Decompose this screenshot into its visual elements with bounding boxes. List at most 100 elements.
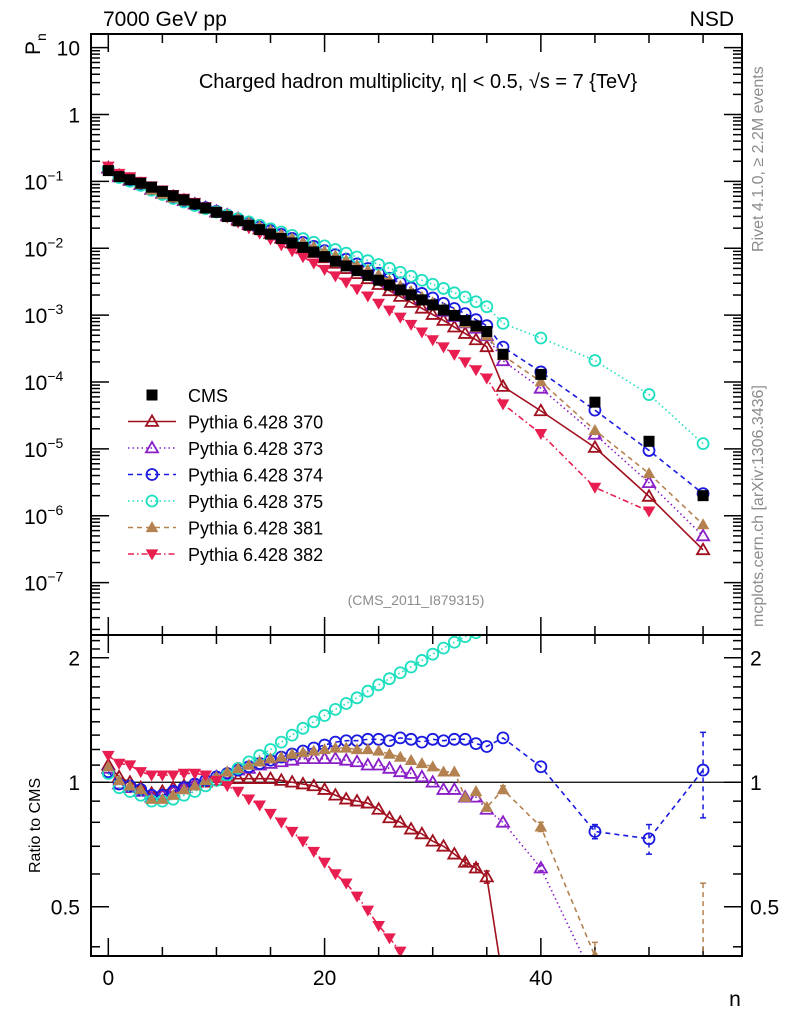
ratio-series-pythia-6.428-382 bbox=[101, 750, 461, 1024]
ratio-data-point bbox=[588, 825, 602, 838]
ratio-data-point bbox=[383, 672, 396, 686]
data-point bbox=[695, 541, 711, 556]
ratio-data-point bbox=[404, 732, 418, 746]
data-point bbox=[458, 357, 472, 369]
ratio-data-point bbox=[349, 754, 365, 768]
data-point bbox=[156, 185, 168, 197]
legend-label: Pythia 6.428 374 bbox=[188, 466, 323, 486]
ratio-data-point bbox=[295, 750, 311, 764]
data-point bbox=[480, 373, 494, 385]
ratio-data-point bbox=[392, 763, 408, 778]
data-point bbox=[697, 490, 709, 502]
ratio-data-point bbox=[497, 975, 509, 985]
legend-entry: CMS bbox=[146, 386, 228, 406]
legend-marker bbox=[145, 549, 159, 561]
ratio-data-point bbox=[392, 814, 408, 828]
ratio-data-point bbox=[156, 792, 169, 804]
data-point bbox=[481, 325, 493, 337]
ratio-data-point bbox=[426, 732, 440, 746]
ratio-data-point bbox=[698, 455, 709, 466]
data-point bbox=[393, 265, 407, 279]
ratio-data-point bbox=[253, 755, 267, 767]
x-tick-label: 40 bbox=[529, 967, 552, 990]
ratio-data-point bbox=[470, 635, 482, 640]
ratio-series-line bbox=[107, 764, 500, 956]
data-point bbox=[496, 316, 510, 330]
data-point bbox=[414, 300, 430, 314]
data-point bbox=[426, 277, 440, 291]
ratio-data-point bbox=[437, 734, 450, 748]
data-point bbox=[178, 194, 190, 206]
ratio-plot-data bbox=[100, 455, 710, 1024]
ratio-data-point bbox=[101, 750, 115, 762]
ratio-data-point bbox=[123, 760, 137, 772]
ratio-data-point bbox=[338, 752, 354, 766]
ratio-series-line bbox=[107, 757, 584, 956]
y-tick-label: 10−2 bbox=[24, 234, 64, 261]
data-point bbox=[210, 206, 222, 218]
ratio-data-point bbox=[273, 772, 289, 786]
ratio-data-point bbox=[145, 770, 158, 782]
ratio-data-point bbox=[145, 792, 158, 804]
series-line bbox=[107, 165, 650, 512]
ratio-data-point bbox=[284, 774, 300, 788]
ratio-data-point bbox=[591, 949, 599, 956]
ratio-data-point bbox=[405, 961, 418, 972]
legend-entry: Pythia 6.428 370 bbox=[128, 413, 323, 433]
ratio-data-point bbox=[393, 946, 407, 956]
legend-marker bbox=[144, 413, 160, 427]
data-point bbox=[254, 224, 266, 236]
data-point bbox=[641, 474, 657, 489]
y-tick-label: 10−1 bbox=[24, 167, 64, 194]
ratio-data-point bbox=[404, 753, 418, 765]
ratio-data-point bbox=[469, 785, 483, 797]
ratio-data-point bbox=[448, 1019, 461, 1024]
mcplots-label: mcplots.cern.ch [arXiv:1306.3436] bbox=[750, 385, 767, 627]
data-point bbox=[589, 396, 601, 408]
data-point bbox=[135, 177, 147, 189]
y-tick-label: 10−5 bbox=[24, 435, 64, 462]
ratio-data-point bbox=[642, 832, 656, 846]
x-tick-label: 0 bbox=[102, 967, 114, 990]
data-point bbox=[425, 306, 441, 320]
ratio-data-point bbox=[316, 781, 333, 795]
ratio-data-point bbox=[496, 783, 510, 795]
data-point bbox=[329, 271, 342, 283]
ratio-data-point bbox=[447, 732, 461, 746]
legend-label: Pythia 6.428 373 bbox=[188, 439, 323, 459]
ratio-data-point bbox=[361, 905, 375, 917]
data-point bbox=[533, 380, 549, 394]
ratio-data-point bbox=[253, 800, 267, 812]
ratio-data-point bbox=[262, 770, 279, 784]
ratio-data-point bbox=[403, 765, 419, 779]
data-point bbox=[479, 338, 495, 353]
ratio-data-point bbox=[329, 741, 342, 753]
ratio-data-point bbox=[372, 920, 385, 932]
data-point bbox=[404, 319, 418, 331]
ratio-data-point bbox=[495, 814, 511, 828]
ratio-data-point bbox=[134, 783, 148, 795]
ratio-series-line bbox=[107, 736, 704, 840]
ratio-data-point bbox=[231, 762, 245, 774]
ratio-data-point bbox=[425, 833, 441, 847]
ratio-data-point bbox=[437, 765, 450, 777]
ratio-data-point bbox=[589, 975, 601, 985]
ratio-data-point bbox=[480, 740, 494, 753]
ratio-data-point bbox=[360, 757, 376, 771]
data-point bbox=[350, 284, 364, 296]
data-point bbox=[447, 286, 461, 300]
data-point bbox=[468, 331, 484, 346]
ratio-data-point bbox=[448, 765, 461, 777]
ratio-data-point bbox=[435, 781, 452, 795]
ratio-data-point bbox=[349, 793, 365, 807]
data-point bbox=[426, 335, 440, 347]
legend-label: CMS bbox=[188, 386, 228, 406]
data-point bbox=[480, 300, 494, 314]
ratio-data-point bbox=[535, 1002, 547, 1012]
ratio-data-point bbox=[338, 791, 354, 805]
ratio-data-point bbox=[166, 788, 180, 800]
ratio-data-point bbox=[252, 770, 268, 784]
ratio-data-point bbox=[393, 666, 407, 680]
ratio-data-point bbox=[220, 765, 234, 777]
